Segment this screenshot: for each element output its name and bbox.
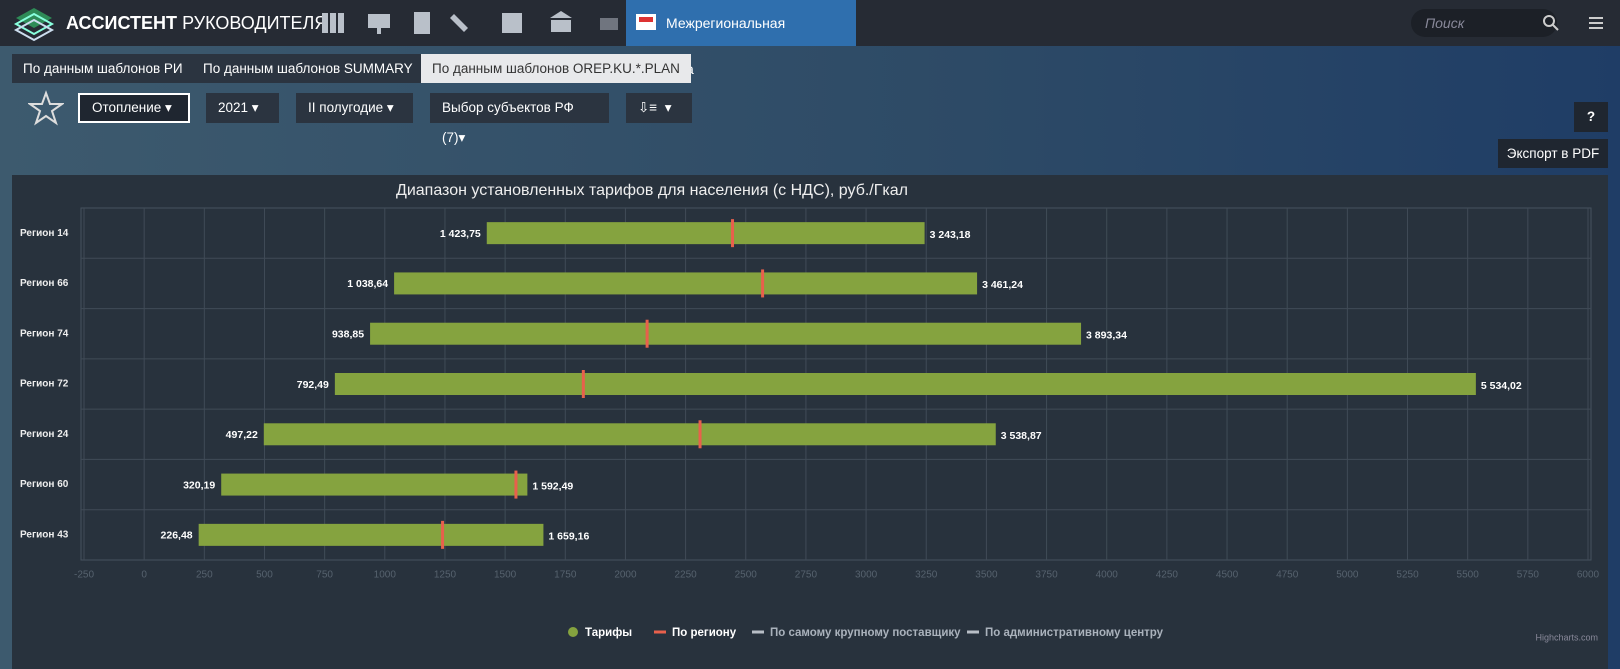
x-tick-label: 3750 [1035, 570, 1058, 581]
x-tick-label: 4750 [1276, 570, 1299, 581]
y-tick-label: Регион 43 [20, 529, 69, 540]
favorite-star[interactable] [28, 90, 64, 126]
logo [13, 8, 55, 42]
legend-symbol [568, 627, 578, 637]
x-tick-label: 5500 [1457, 570, 1480, 581]
top-bar: АССИСТЕНТ РУКОВОДИТЕЛЯ Межрегиональная а… [0, 0, 1620, 77]
x-tick-label: 2500 [735, 570, 758, 581]
data-label: 3 243,18 [930, 229, 971, 241]
chart-bg [12, 175, 1608, 669]
x-tick-label: 5250 [1396, 570, 1419, 581]
data-label: 3 538,87 [1001, 430, 1042, 442]
brand: АССИСТЕНТ РУКОВОДИТЕЛЯ [66, 13, 327, 34]
brand-light: РУКОВОДИТЕЛЯ [182, 13, 328, 33]
legend-label: По региону [672, 627, 737, 639]
x-tick-label: 4500 [1216, 570, 1239, 581]
range-bar [486, 222, 925, 245]
range-bar [394, 272, 978, 295]
chart-title: Диапазон установленных тарифов для насел… [396, 182, 908, 199]
x-tick-label: 1250 [434, 570, 457, 581]
sort-button[interactable]: ⇩≡ ▾ [626, 93, 692, 123]
filter-label: Отопление [92, 100, 162, 115]
y-tick-label: Регион 24 [20, 429, 69, 440]
legend-label: По самому крупному поставщику [770, 627, 961, 639]
x-tick-label: 500 [256, 570, 273, 581]
data-label: 1 592,49 [532, 480, 573, 492]
legend-label: Тарифы [585, 627, 632, 639]
filter-label: Выбор субъектов РФ (7) [442, 100, 574, 145]
nav-icons[interactable] [318, 0, 618, 46]
range-bar [221, 473, 528, 496]
data-label: 792,49 [297, 379, 329, 391]
x-tick-label: 2000 [614, 570, 637, 581]
x-tick-label: 5000 [1336, 570, 1359, 581]
range-bar [370, 322, 1082, 345]
data-label: 1 659,16 [548, 531, 589, 543]
chart: Диапазон установленных тарифов для насел… [12, 175, 1608, 669]
export-button[interactable]: Экспорт в PDF [1498, 139, 1608, 168]
search-icon[interactable] [1541, 13, 1561, 33]
range-bar [198, 523, 544, 546]
credits: Highcharts.com [1535, 632, 1598, 642]
x-tick-label: 6000 [1577, 570, 1600, 581]
filter-label: II полугодие [308, 100, 384, 115]
x-tick-label: 1750 [554, 570, 577, 581]
help-button[interactable]: ? [1574, 102, 1608, 132]
y-tick-label: Регион 14 [20, 228, 69, 239]
y-tick-label: Регион 66 [20, 278, 69, 289]
filter-heating[interactable]: Отопление ▾ [78, 93, 190, 123]
filter-label: 2021 [218, 100, 249, 115]
x-tick-label: 0 [141, 570, 147, 581]
x-tick-label: 1000 [374, 570, 397, 581]
data-label: 1 038,64 [347, 278, 388, 290]
data-label: 3 461,24 [982, 279, 1023, 291]
section-icon [636, 14, 656, 30]
x-tick-label: 750 [316, 570, 333, 581]
x-tick-label: 4250 [1156, 570, 1179, 581]
x-tick-label: 4000 [1096, 570, 1119, 581]
data-label: 497,22 [226, 429, 258, 441]
range-bar [334, 373, 1476, 395]
x-tick-label: 3500 [975, 570, 998, 581]
x-tick-label: 250 [196, 570, 213, 581]
x-tick-label: 2250 [674, 570, 697, 581]
x-tick-label: -250 [74, 570, 94, 581]
y-tick-label: Регион 74 [20, 328, 69, 339]
data-label: 226,48 [161, 530, 193, 542]
tab[interactable]: По данным шаблонов РИ [12, 54, 194, 83]
x-tick-label: 5750 [1517, 570, 1540, 581]
data-label: 3 893,34 [1086, 329, 1127, 341]
y-tick-label: Регион 72 [20, 379, 69, 390]
x-tick-label: 3000 [855, 570, 878, 581]
tab[interactable]: По данным шаблонов SUMMARY [192, 54, 424, 83]
data-label: 1 423,75 [440, 228, 481, 240]
search[interactable]: Поиск [1411, 9, 1557, 37]
filter-half[interactable]: II полугодие ▾ [296, 93, 413, 123]
x-tick-label: 3250 [915, 570, 938, 581]
range-bar [263, 423, 996, 446]
x-tick-label: 2750 [795, 570, 818, 581]
y-tick-label: Регион 60 [20, 479, 69, 490]
filter-year[interactable]: 2021 ▾ [206, 93, 279, 123]
menu[interactable] [1589, 15, 1605, 31]
plot-border [80, 207, 1592, 561]
data-label: 938,85 [332, 328, 364, 340]
data-label: 5 534,02 [1481, 380, 1522, 392]
x-tick-label: 1500 [494, 570, 517, 581]
filter-regions[interactable]: Выбор субъектов РФ (7)▾ [430, 93, 609, 145]
tab[interactable]: По данным шаблонов OREP.KU.*.PLAN [421, 54, 691, 83]
active-section[interactable]: Межрегиональная аналитика [626, 0, 856, 77]
brand-bold: АССИСТЕНТ [66, 13, 178, 33]
data-label: 320,19 [183, 479, 215, 491]
legend-label: По административному центру [985, 627, 1164, 639]
